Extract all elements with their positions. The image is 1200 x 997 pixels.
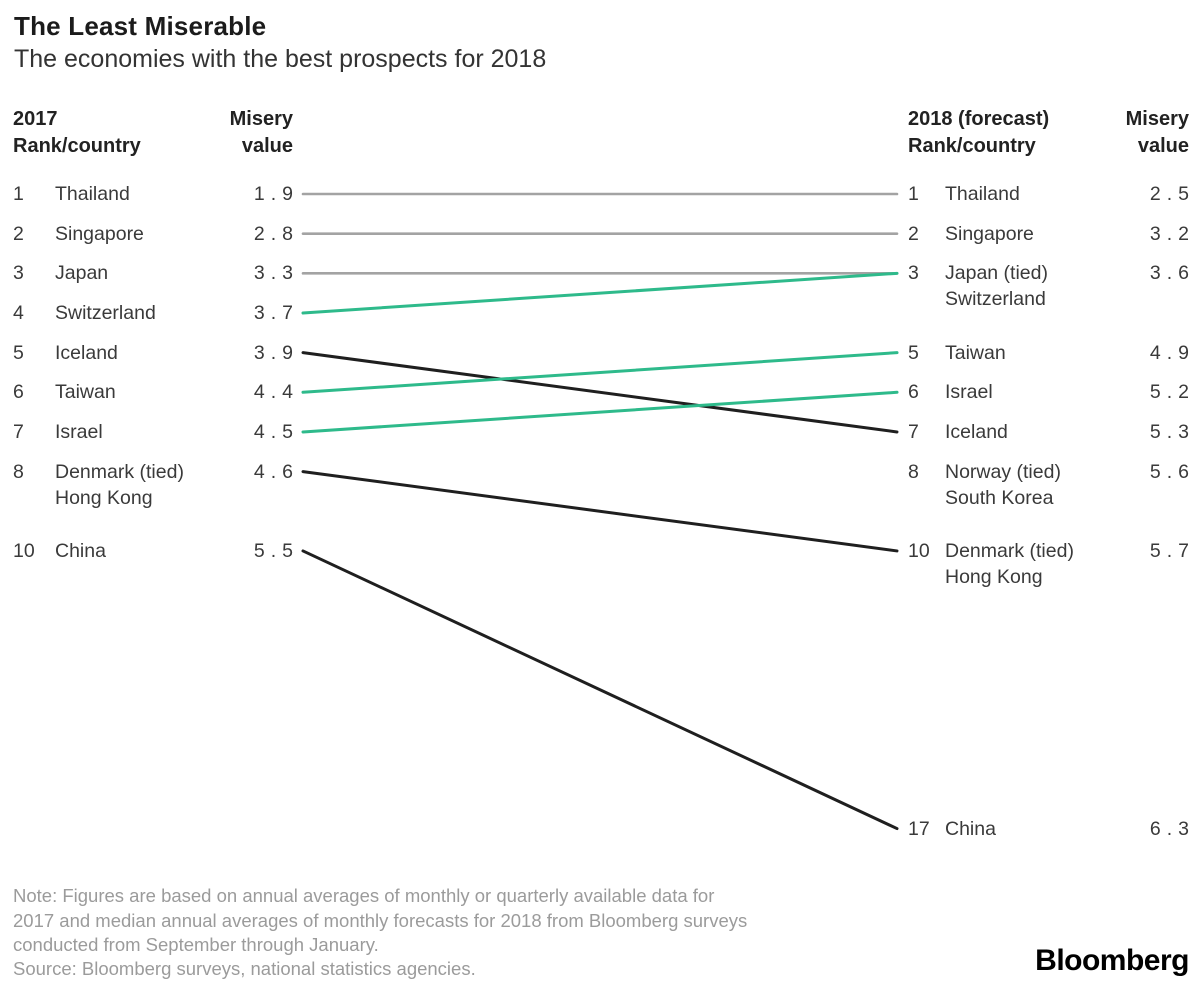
table-2018: 2018 (forecast) Rank/country Misery valu… [908,0,1189,997]
rank-cell: 17 [908,817,930,840]
misery-value-cell: 5.5 [253,539,299,562]
country-cell: Thailand [55,183,130,205]
rank-cell: 6 [13,381,24,404]
table-2018-value-header: Misery value [1125,108,1189,157]
misery-value-cell: 1.9 [253,183,299,205]
misery-value-cell: 5.2 [1149,381,1195,404]
rank-cell: 1 [908,183,919,205]
bloomberg-logo: Bloomberg [1035,944,1189,977]
country-cell: Norway (tied) South Korea [945,460,1061,509]
country-cell: Taiwan [945,341,1006,364]
misery-value-cell: 3.6 [1149,262,1195,285]
country-cell: Singapore [945,222,1034,245]
rank-cell: 3 [908,262,919,285]
rank-cell: 10 [908,539,930,562]
chart-title: The Least Miserable [14,11,267,41]
slope-line-switzerland [301,271,899,315]
misery-value-cell: 3.7 [253,301,299,324]
table-2017-value-header: Misery value [229,108,293,157]
rank-cell: 2 [13,222,24,245]
slope-line-china [301,549,899,831]
chart-subtitle: The economies with the best prospects fo… [14,45,547,73]
country-cell: Denmark (tied) Hong Kong [945,539,1074,588]
rank-cell: 1 [13,183,24,205]
country-cell: Japan [55,262,109,285]
rank-cell: 2 [908,222,919,245]
country-cell: Singapore [55,222,144,245]
misery-value-cell: 2.5 [1149,183,1195,205]
country-cell: Thailand [945,183,1020,205]
rank-cell: 8 [13,460,24,483]
misery-value-cell: 4.6 [253,460,299,483]
table-2017: 2017 Rank/country Misery value 1 Thailand… [13,0,293,997]
misery-value-cell: 5.6 [1149,460,1195,483]
rank-cell: 5 [13,341,24,364]
rank-cell: 8 [908,460,919,483]
slope-line-denmark-hong-kong [301,470,899,553]
country-cell: China [55,539,106,562]
misery-value-cell: 4.5 [253,420,299,443]
country-cell: China [945,817,996,840]
rank-cell: 4 [13,301,24,324]
slope-line-taiwan [301,351,899,394]
rank-cell: 7 [13,420,24,443]
misery-value-cell: 3.2 [1149,222,1195,245]
rank-cell: 10 [13,539,35,562]
country-cell: Switzerland [55,301,156,324]
rank-cell: 7 [908,420,919,443]
misery-value-cell: 6.3 [1149,817,1195,840]
misery-value-cell: 4.4 [253,381,299,404]
footnote: Note: Figures are based on annual averag… [13,885,748,955]
country-cell: Japan (tied) Switzerland [945,262,1048,311]
misery-value-cell: 5.3 [1149,420,1195,443]
misery-value-cell: 2.8 [253,222,299,245]
misery-value-cell: 3.3 [253,262,299,285]
table-2017-rank-header: 2017 Rank/country [13,108,141,157]
country-cell: Taiwan [55,381,116,404]
source-line: Source: Bloomberg surveys, national stat… [13,958,476,979]
table-2018-rank-header: 2018 (forecast) Rank/country [908,108,1050,157]
country-cell: Israel [55,420,103,443]
rank-cell: 6 [908,381,919,404]
misery-value-cell: 3.9 [253,341,299,364]
country-cell: Denmark (tied) Hong Kong [55,460,184,509]
slope-line-iceland [301,351,899,434]
slope-line-israel [301,390,899,434]
country-cell: Iceland [55,341,118,364]
rank-cell: 3 [13,262,24,285]
misery-value-cell: 5.7 [1149,539,1195,562]
country-cell: Israel [945,381,993,404]
misery-value-cell: 4.9 [1149,341,1195,364]
rank-cell: 5 [908,341,919,364]
country-cell: Iceland [945,420,1008,443]
